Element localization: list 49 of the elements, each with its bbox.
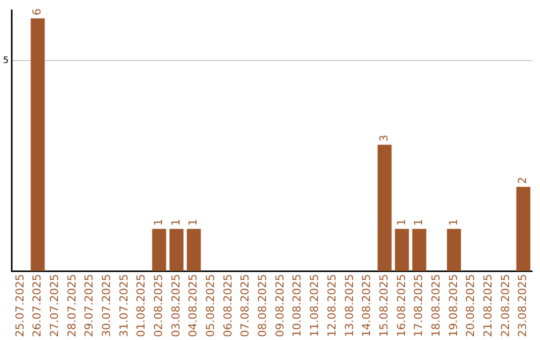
bar — [516, 186, 530, 272]
data-label: 6 — [30, 8, 44, 16]
x-tick-label: 10.08.2025 — [290, 274, 304, 338]
data-label: 3 — [377, 134, 390, 142]
x-tick-label: 18.08.2025 — [429, 274, 442, 338]
bar — [30, 18, 45, 272]
x-tick-label: 06.08.2025 — [221, 274, 234, 338]
x-tick-label: 03.08.2025 — [169, 274, 182, 338]
data-label: 2 — [516, 176, 530, 184]
bar — [446, 228, 461, 272]
x-tick-label: 12.08.2025 — [325, 274, 338, 338]
x-tick-label: 04.08.2025 — [186, 274, 200, 338]
data-label: 1 — [186, 218, 200, 226]
x-tick-label: 23.08.2025 — [516, 274, 530, 338]
bar — [152, 228, 166, 272]
x-tick-label: 05.08.2025 — [204, 274, 218, 338]
bar — [378, 144, 392, 272]
x-tick-label: 21.08.2025 — [482, 274, 495, 338]
bar — [412, 228, 426, 272]
bar — [394, 228, 409, 272]
data-label: 1 — [412, 218, 426, 226]
x-tick-label: 16.08.2025 — [394, 274, 408, 338]
bar — [186, 228, 201, 272]
x-tick-label: 02.08.2025 — [152, 274, 165, 338]
data-label: 1 — [446, 218, 460, 226]
x-tick-label: 25.07.2025 — [13, 274, 26, 338]
x-tick-label: 20.08.2025 — [464, 274, 478, 338]
x-tick-label: 22.08.2025 — [498, 274, 512, 338]
x-tick-label: 26.07.2025 — [30, 274, 44, 338]
x-tick-label: 13.08.2025 — [342, 274, 356, 338]
x-tick-label: 07.08.2025 — [238, 274, 252, 338]
data-label: 1 — [152, 218, 165, 226]
x-tick-label: 08.08.2025 — [256, 274, 270, 338]
x-tick-label: 01.08.2025 — [134, 274, 148, 338]
x-tick-label: 31.07.2025 — [117, 274, 130, 338]
x-tick-label: 15.08.2025 — [377, 274, 390, 338]
data-label: 1 — [394, 218, 408, 226]
x-tick-label: 27.07.2025 — [48, 274, 61, 338]
x-tick-label: 28.07.2025 — [65, 274, 78, 338]
x-tick-label: 17.08.2025 — [412, 274, 426, 338]
bar — [169, 228, 184, 272]
x-tick-label: 19.08.2025 — [446, 274, 460, 338]
data-label: 1 — [169, 218, 182, 226]
x-tick-label: 11.08.2025 — [308, 274, 322, 338]
x-tick-label: 09.08.2025 — [273, 274, 286, 338]
x-tick-label: 14.08.2025 — [360, 274, 374, 338]
y-tick-label: 5 — [2, 56, 9, 66]
x-tick-label: 29.07.2025 — [82, 274, 96, 338]
x-tick-label: 30.07.2025 — [100, 274, 113, 338]
